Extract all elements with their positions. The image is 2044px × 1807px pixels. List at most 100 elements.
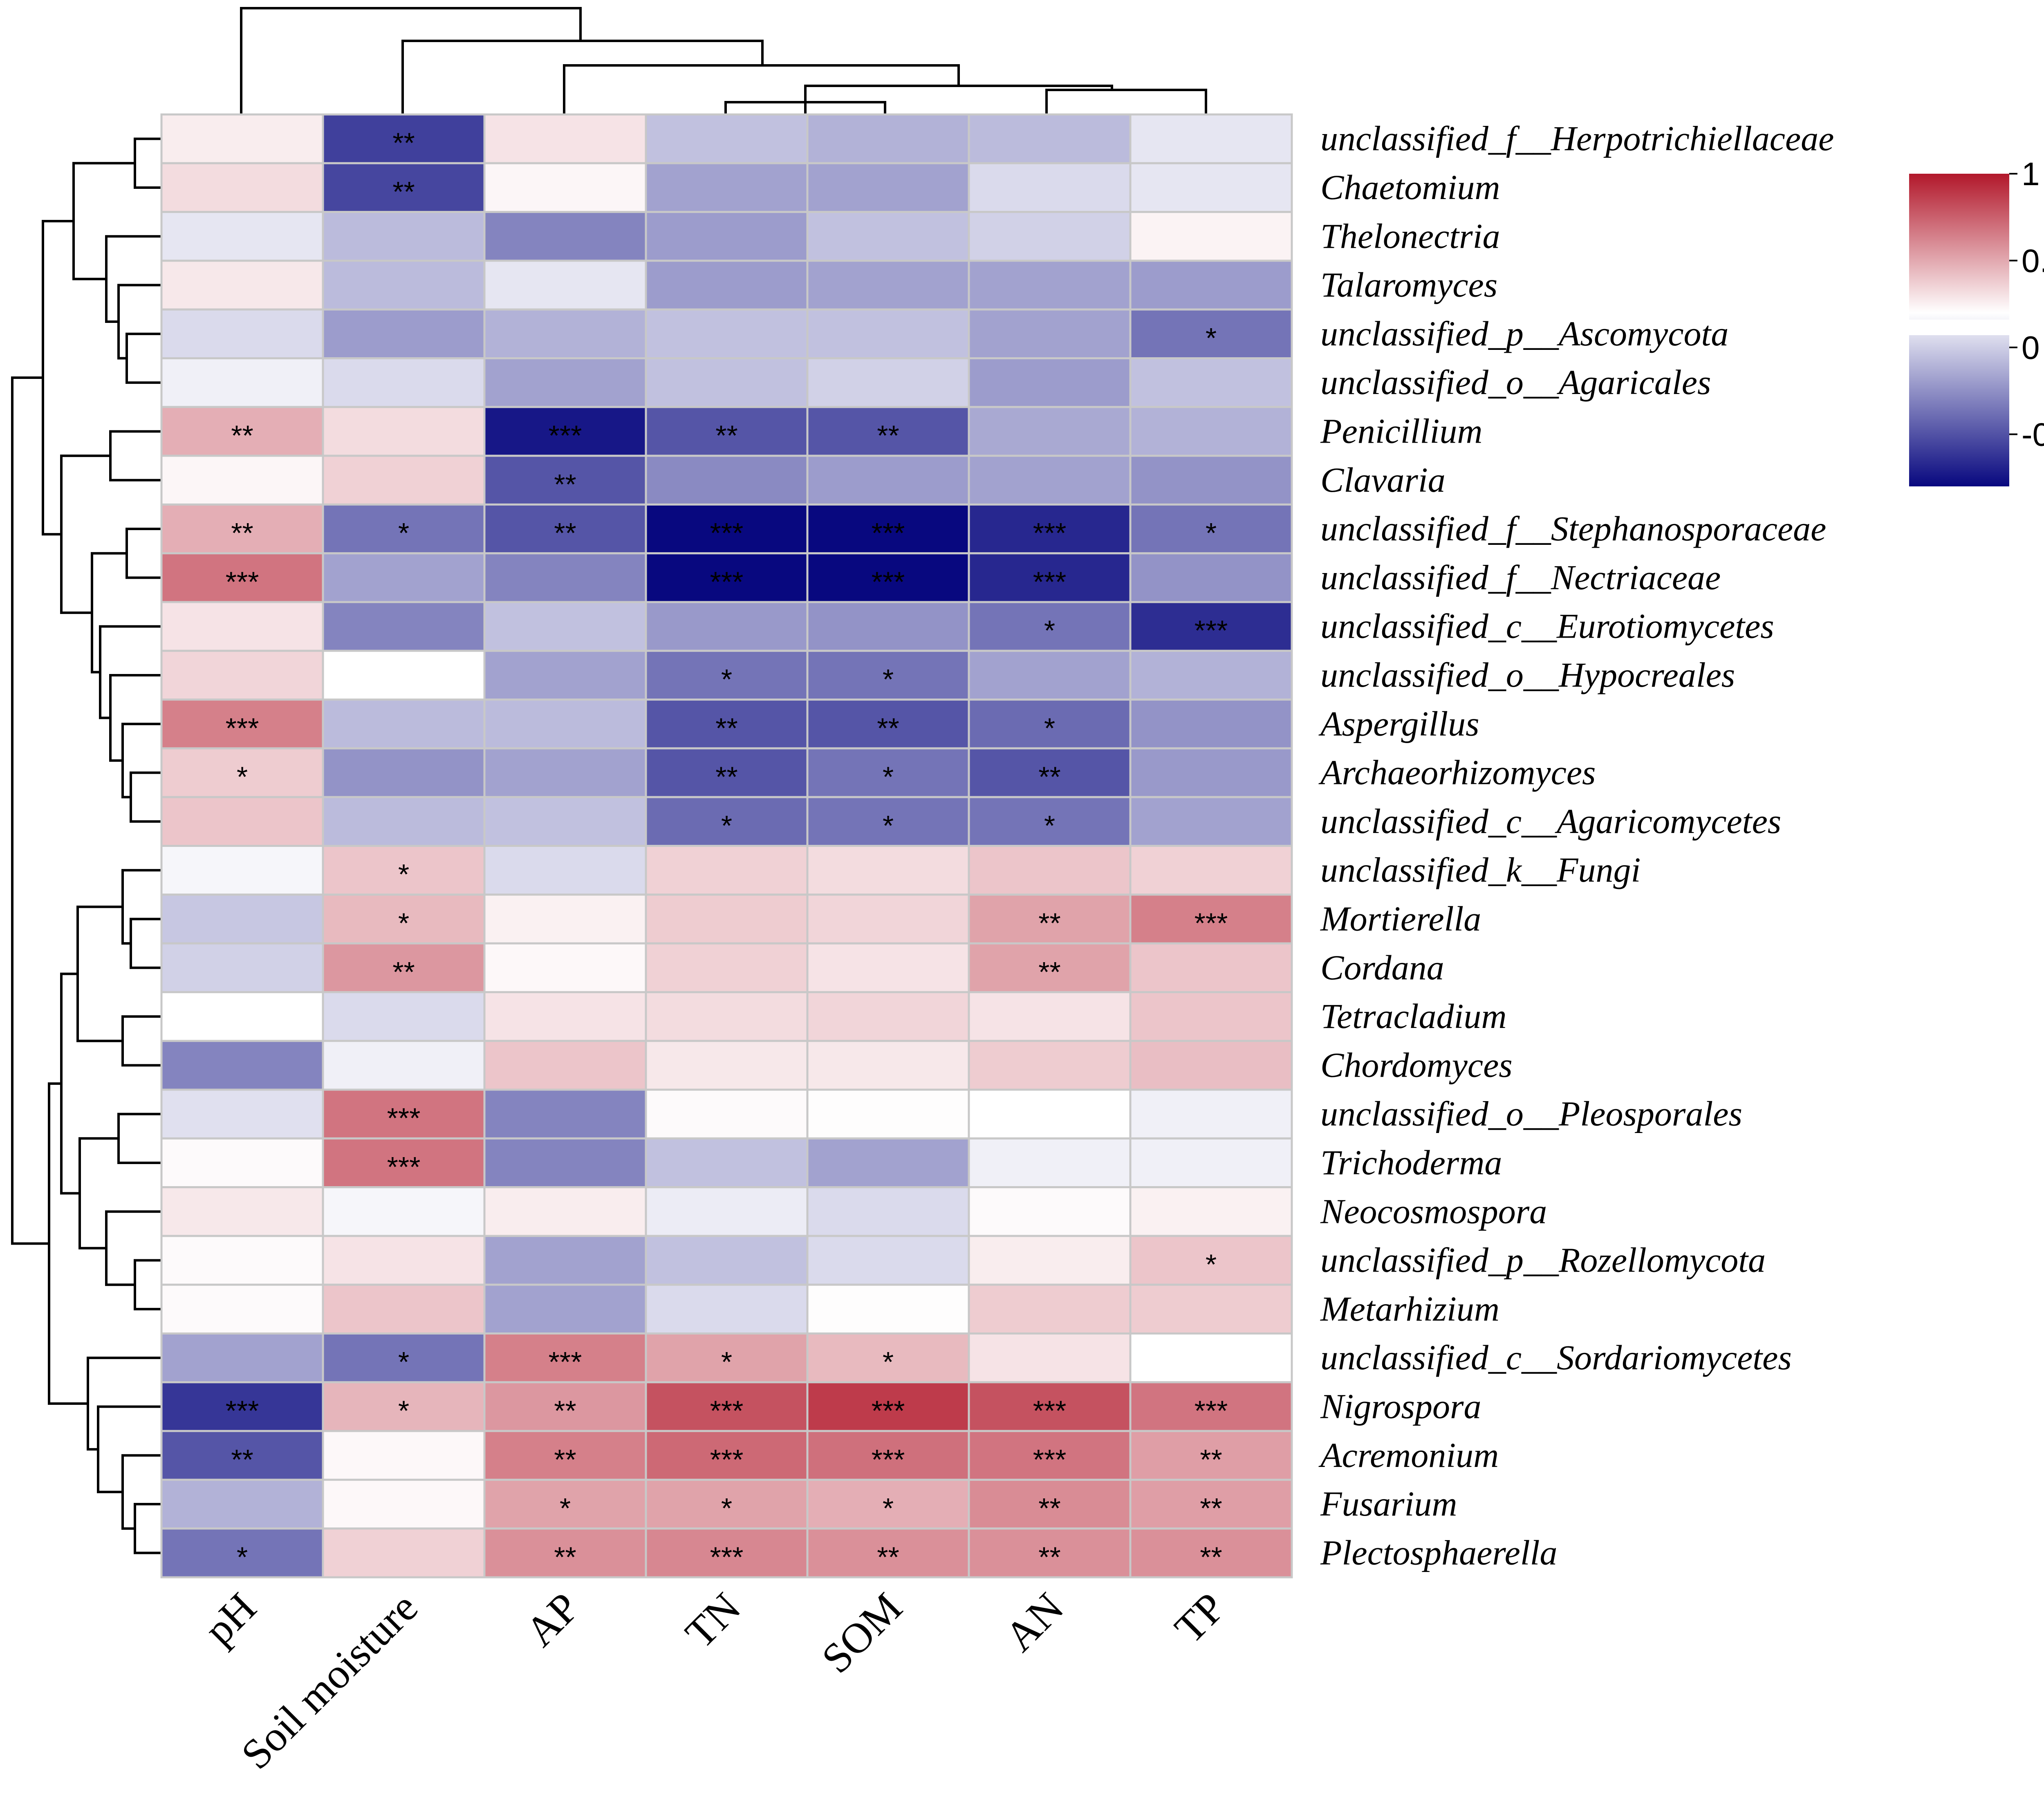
- significance-marker: *: [237, 761, 248, 793]
- heatmap-cell: [483, 1283, 647, 1335]
- heatmap-cell: [645, 455, 809, 506]
- heatmap-cell: [1129, 649, 1293, 701]
- heatmap-cell: [483, 991, 647, 1042]
- heatmap-cell: [645, 1283, 809, 1335]
- significance-markers: ******* *** ** ****** * ** *** *** *** **** *** ***…: [226, 127, 1228, 1573]
- heatmap-cell: [1129, 1283, 1293, 1335]
- heatmap-cell: [645, 1137, 809, 1189]
- heatmap-cell: [160, 1235, 324, 1286]
- heatmap-cell: [806, 601, 970, 652]
- heatmap-cell: [160, 308, 324, 360]
- significance-marker: ***: [872, 517, 905, 549]
- significance-marker: *: [1206, 1249, 1217, 1281]
- row-label: Plectosphaerella: [1320, 1533, 1558, 1572]
- heatmap-cell: [322, 601, 486, 652]
- significance-marker: *: [883, 810, 894, 842]
- row-label: unclassified_k__Fungi: [1320, 850, 1641, 889]
- heatmap-cell: [968, 1235, 1132, 1286]
- heatmap-cell: [483, 162, 647, 213]
- heatmap-cell: [483, 1186, 647, 1237]
- heatmap-cell: [322, 1186, 486, 1237]
- legend-ticks: 1 0.5 0 -0.5: [2009, 156, 2044, 453]
- heatmap-cell: [160, 357, 324, 408]
- heatmap-cell: [322, 1235, 486, 1286]
- heatmap-cell: [322, 1381, 486, 1432]
- heatmap-cell: [1129, 1186, 1293, 1237]
- row-label: Trichoderma: [1320, 1143, 1502, 1182]
- heatmap-cell: [645, 357, 809, 408]
- heatmap-cell: [160, 1527, 324, 1579]
- heatmap-cell: [160, 162, 324, 213]
- heatmap-cell: [1129, 162, 1293, 213]
- significance-marker: *: [883, 1346, 894, 1378]
- heatmap-cell: [968, 991, 1132, 1042]
- heatmap-cell: [806, 1186, 970, 1237]
- heatmap-cell: [806, 991, 970, 1042]
- heatmap-cell: [322, 1283, 486, 1335]
- heatmap-cell: [645, 893, 809, 945]
- significance-marker: ***: [387, 1102, 421, 1134]
- col-dendro-branch: [240, 7, 582, 114]
- significance-marker: ***: [226, 566, 259, 598]
- heatmap-cell: [1129, 1088, 1293, 1140]
- significance-marker: **: [554, 1444, 576, 1476]
- row-label: Penicillium: [1320, 411, 1482, 450]
- heatmap-cell: [968, 796, 1132, 847]
- heatmap-cell: [645, 1088, 809, 1140]
- col-dendro-branch: [804, 85, 1113, 114]
- significance-marker: ***: [872, 1444, 905, 1476]
- significance-marker: ***: [710, 517, 744, 549]
- heatmap-cell: [968, 942, 1132, 993]
- significance-marker: **: [231, 1444, 253, 1476]
- heatmap-cell: [968, 1088, 1132, 1140]
- legend-tick-label: 0: [2022, 329, 2040, 366]
- heatmap-cell: [483, 260, 647, 311]
- heatmap-cell: [645, 1332, 809, 1384]
- heatmap-cell: [483, 1040, 647, 1091]
- significance-marker: ***: [710, 1444, 744, 1476]
- heatmap-cell: [968, 162, 1132, 213]
- significance-marker: ***: [1195, 615, 1228, 647]
- heatmap-cell: [806, 357, 970, 408]
- heatmap-cell: [322, 991, 486, 1042]
- heatmap-cell: [806, 796, 970, 847]
- heatmap-cell: [968, 406, 1132, 457]
- significance-marker: *: [883, 761, 894, 793]
- heatmap-cell: [968, 747, 1132, 798]
- heatmap-cell: [160, 455, 324, 506]
- legend-gap: [1909, 320, 2009, 335]
- heatmap-cell: [645, 942, 809, 993]
- heatmap-cell: [968, 649, 1132, 701]
- heatmap-cell: [1129, 601, 1293, 652]
- heatmap-cell: [1129, 113, 1293, 164]
- heatmap-cell: [1129, 503, 1293, 555]
- heatmap-cell: [1129, 1381, 1293, 1432]
- significance-marker: **: [1038, 1492, 1060, 1524]
- heatmap-cell: [806, 942, 970, 993]
- heatmap-cell: [1129, 942, 1293, 993]
- significance-marker: **: [1038, 1541, 1060, 1573]
- significance-marker: ***: [549, 1346, 582, 1378]
- heatmap-cell: [968, 552, 1132, 603]
- heatmap-cell: [322, 1040, 486, 1091]
- row-label: Clavaria: [1320, 460, 1446, 499]
- significance-marker: **: [1200, 1541, 1222, 1573]
- heatmap-cell: [322, 1527, 486, 1579]
- heatmap-cell: [806, 260, 970, 311]
- heatmap-cell: [322, 357, 486, 408]
- heatmap-cell: [483, 845, 647, 896]
- heatmap-cell: [1129, 552, 1293, 603]
- row-label: Neocosmospora: [1320, 1191, 1547, 1231]
- significance-marker: ***: [710, 1541, 744, 1573]
- heatmap-cell: [806, 211, 970, 262]
- row-label: Nigrospora: [1320, 1386, 1481, 1426]
- row-label: unclassified_o__Pleosporales: [1320, 1094, 1742, 1133]
- heatmap-cell: [806, 1478, 970, 1530]
- heatmap-cell: [483, 357, 647, 408]
- heatmap-cell: [806, 845, 970, 896]
- heatmap-cell: [483, 406, 647, 457]
- significance-marker: ***: [710, 566, 744, 598]
- heatmap-cell: [483, 211, 647, 262]
- significance-marker: *: [237, 1541, 248, 1573]
